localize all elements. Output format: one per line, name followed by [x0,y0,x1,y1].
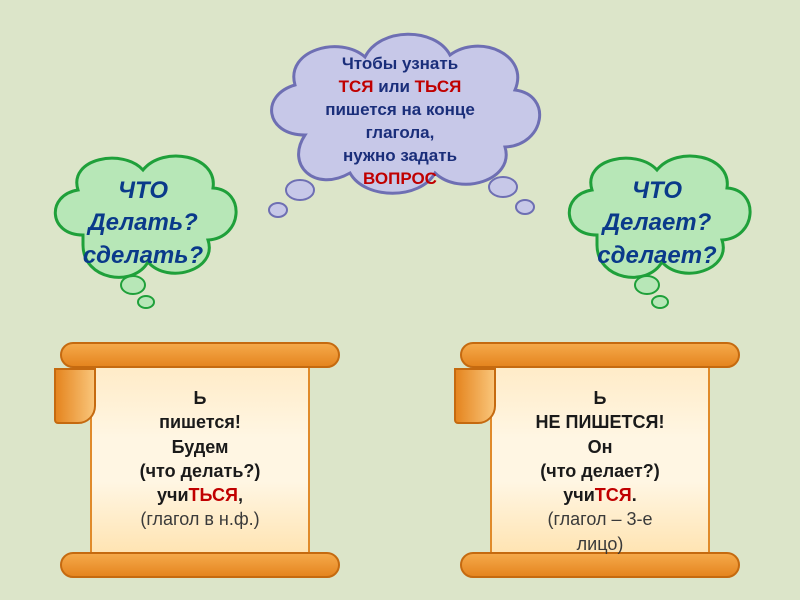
ls-l5pre: учи [157,485,189,505]
center-l3: пишется на конце [295,99,505,122]
rs-l3: Он [498,435,702,459]
scroll-right: Ь НЕ ПИШЕТСЯ! Он (что делает?) учиТСЯ. (… [460,350,740,570]
scroll-left: Ь пишется! Будем (что делать?) учиТЬСЯ, … [60,350,340,570]
center-l5: нужно задать [295,145,505,168]
scroll-right-text: Ь НЕ ПИШЕТСЯ! Он (что делает?) учиТСЯ. (… [498,386,702,556]
left-l3: сделать? [58,240,228,272]
rs-l5em: ТСЯ [595,485,632,505]
rs-l2: НЕ ПИШЕТСЯ! [498,410,702,434]
center-l1: Чтобы узнать [295,53,505,76]
cloud-right: ЧТО Делает? сделает? [552,140,762,290]
scroll-left-curl [54,368,96,424]
scroll-right-roll-top [460,342,740,368]
center-l2a: ТСЯ [339,77,374,96]
rs-l6a: (глагол – 3-е [498,507,702,531]
center-l2: ТСЯ или ТЬСЯ [295,76,505,99]
ls-l3: Будем [98,435,302,459]
ls-l5post: , [238,485,243,505]
scroll-left-text: Ь пишется! Будем (что делать?) учиТЬСЯ, … [98,386,302,532]
cloud-center-text: Чтобы узнать ТСЯ или ТЬСЯ пишется на кон… [295,53,505,191]
cloud-left: ЧТО Делать? сделать? [38,140,248,290]
left-l2: Делать? [58,207,228,239]
center-l2mid: или [374,77,415,96]
right-l2: Делает? [572,207,742,239]
ls-l5: учиТЬСЯ, [98,483,302,507]
left-l1: ЧТО [58,175,228,207]
rs-l5post: . [632,485,637,505]
rs-l1: Ь [498,386,702,410]
scroll-left-roll-top [60,342,340,368]
rs-l5pre: учи [563,485,595,505]
ls-l4: (что делать?) [98,459,302,483]
center-l4: глагола, [295,122,505,145]
rs-l4: (что делает?) [498,459,702,483]
ls-l1: Ь [98,386,302,410]
scroll-left-roll-bot [60,552,340,578]
center-l2b: ТЬСЯ [415,77,462,96]
rs-l6b: лицо) [498,532,702,556]
cloud-right-text: ЧТО Делает? сделает? [572,175,742,272]
scroll-right-curl [454,368,496,424]
rs-l5: учиТСЯ. [498,483,702,507]
right-l3: сделает? [572,240,742,272]
center-l6: ВОПРОС [295,168,505,191]
ls-l2: пишется! [98,410,302,434]
ls-l6: (глагол в н.ф.) [98,507,302,531]
cloud-left-text: ЧТО Делать? сделать? [58,175,228,272]
cloud-center: Чтобы узнать ТСЯ или ТЬСЯ пишется на кон… [245,15,555,205]
right-l1: ЧТО [572,175,742,207]
ls-l5em: ТЬСЯ [189,485,238,505]
